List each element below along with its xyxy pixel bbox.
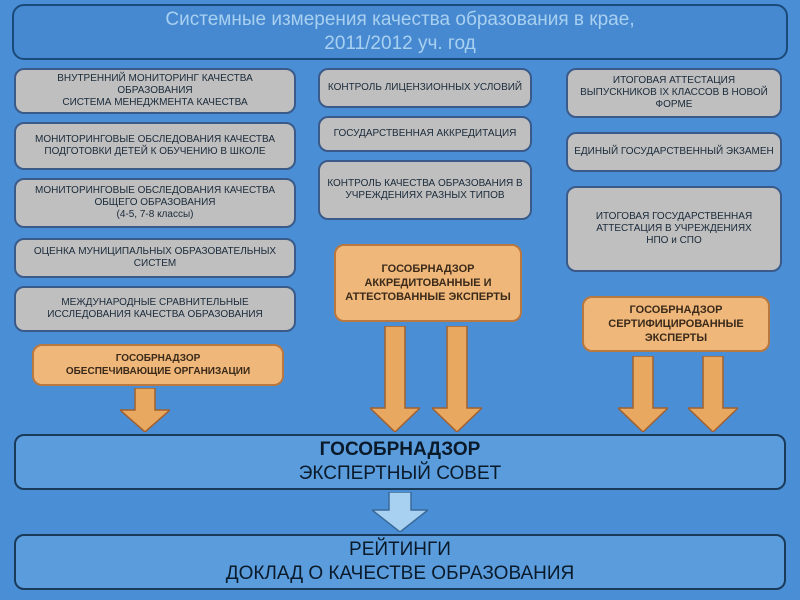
header-title-text: Системные измерения качества образования…: [165, 8, 634, 56]
arrow-council-down: [372, 492, 428, 532]
arrow-col1-down: [120, 388, 170, 432]
council-line2: ЭКСПЕРТНЫЙ СОВЕТ: [299, 462, 502, 486]
col3-box-npo: ИТОГОВАЯ ГОСУДАРСТВЕННАЯ АТТЕСТАЦИЯ В УЧ…: [566, 186, 782, 272]
col1-box-international: МЕЖДУНАРОДНЫЕ СРАВНИТЕЛЬНЫЕ ИССЛЕДОВАНИЯ…: [14, 286, 296, 332]
arrow-col3-right: [688, 356, 738, 432]
council-line1: ГОСОБРНАДЗОР: [320, 438, 481, 462]
col3-box-ege: ЕДИНЫЙ ГОСУДАРСТВЕННЫЙ ЭКЗАМЕН: [566, 132, 782, 172]
col2-box-quality: КОНТРОЛЬ КАЧЕСТВА ОБРАЗОВАНИЯ В УЧРЕЖДЕН…: [318, 160, 532, 220]
col2-orange-experts: ГОСОБРНАДЗОР АККРЕДИТОВАННЫЕ И АТТЕСТОВА…: [334, 244, 522, 322]
council-box: ГОСОБРНАДЗОР ЭКСПЕРТНЫЙ СОВЕТ: [14, 434, 786, 490]
col1-box-preschool: МОНИТОРИНГОВЫЕ ОБСЛЕДОВАНИЯ КАЧЕСТВА ПОД…: [14, 122, 296, 170]
report-line1: РЕЙТИНГИ: [349, 538, 451, 562]
header-title: Системные измерения качества образования…: [12, 4, 788, 60]
col1-box-general: МОНИТОРИНГОВЫЕ ОБСЛЕДОВАНИЯ КАЧЕСТВА ОБЩ…: [14, 178, 296, 228]
col1-orange-gosob: ГОСОБРНАДЗОРОБЕСПЕЧИВАЮЩИЕ ОРГАНИЗАЦИИ: [32, 344, 284, 386]
arrow-col3-left: [618, 356, 668, 432]
arrow-col2-right: [432, 326, 482, 432]
col3-box-ix: ИТОГОВАЯ АТТЕСТАЦИЯ ВЫПУСКНИКОВ IX КЛАСС…: [566, 68, 782, 118]
col1-box-monitoring: ВНУТРЕННИЙ МОНИТОРИНГ КАЧЕСТВА ОБРАЗОВАН…: [14, 68, 296, 114]
arrow-col2-left: [370, 326, 420, 432]
report-box: РЕЙТИНГИ ДОКЛАД О КАЧЕСТВЕ ОБРАЗОВАНИЯ: [14, 534, 786, 590]
col2-box-license: КОНТРОЛЬ ЛИЦЕНЗИОННЫХ УСЛОВИЙ: [318, 68, 532, 108]
col1-box-municipal: ОЦЕНКА МУНИЦИПАЛЬНЫХ ОБРАЗОВАТЕЛЬНЫХ СИС…: [14, 238, 296, 278]
col3-orange-experts: ГОСОБРНАДЗОР СЕРТИФИЦИРОВАННЫЕ ЭКСПЕРТЫ: [582, 296, 770, 352]
report-line2: ДОКЛАД О КАЧЕСТВЕ ОБРАЗОВАНИЯ: [226, 562, 575, 586]
col2-box-accred: ГОСУДАРСТВЕННАЯ АККРЕДИТАЦИЯ: [318, 116, 532, 152]
